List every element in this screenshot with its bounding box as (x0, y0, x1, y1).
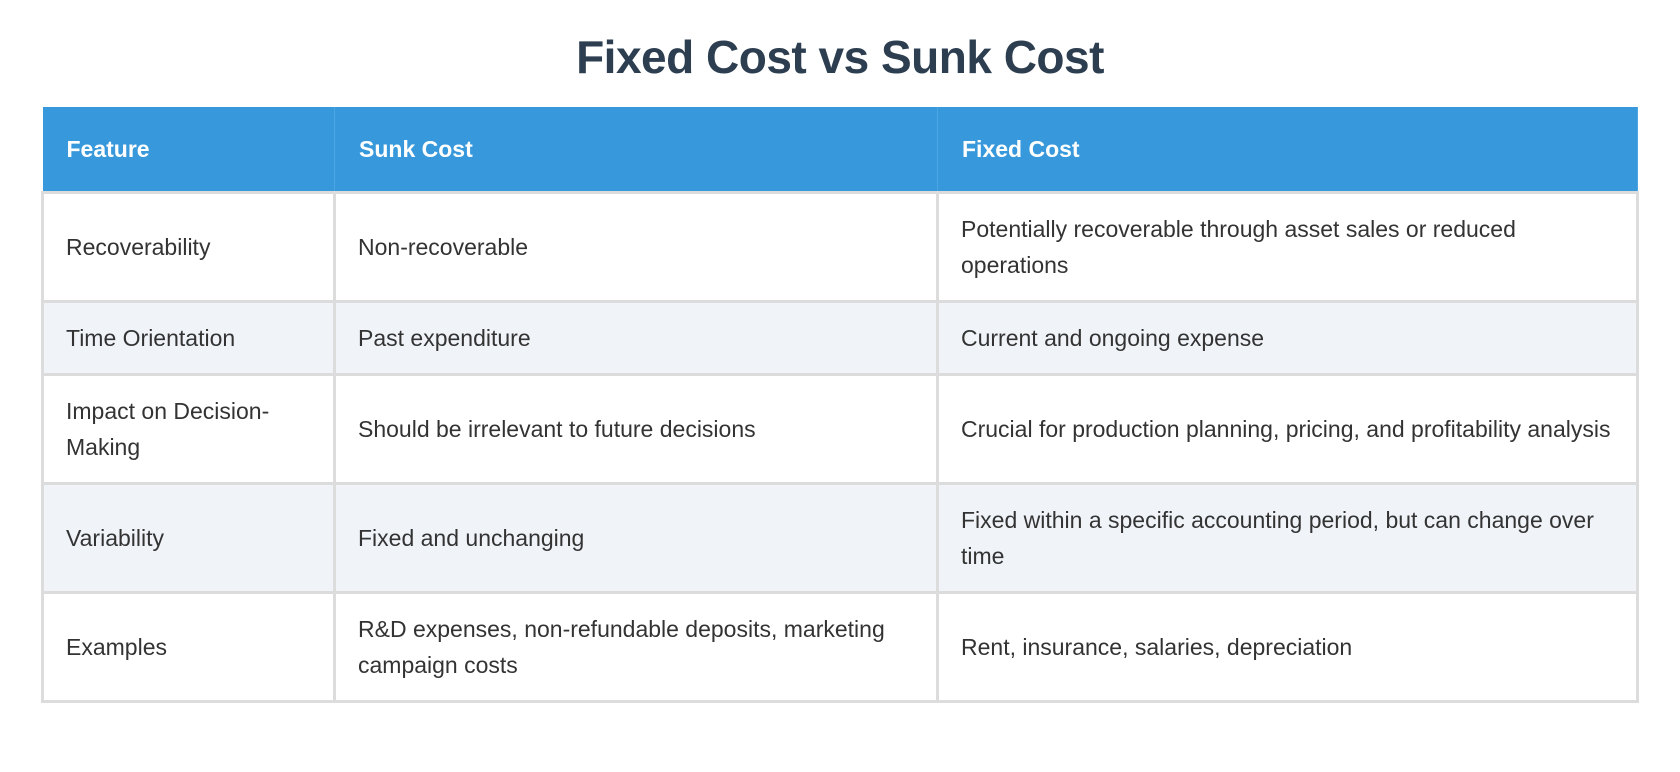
fixed-cost-cell: Potentially recoverable through asset sa… (936, 191, 1639, 303)
table-row: Time Orientation Past expenditure Curren… (41, 300, 1639, 376)
table-row: Recoverability Non-recoverable Potential… (41, 191, 1639, 303)
table-row: Examples R&D expenses, non-refundable de… (41, 591, 1639, 703)
sunk-cost-cell: Non-recoverable (333, 191, 939, 303)
fixed-cost-cell: Current and ongoing expense (936, 300, 1639, 376)
feature-cell: Variability (41, 482, 336, 594)
table-row: Impact on Decision-Making Should be irre… (41, 373, 1639, 485)
sunk-cost-cell: Past expenditure (333, 300, 939, 376)
feature-cell: Time Orientation (41, 300, 336, 376)
header-fixed-cost: Fixed Cost (937, 107, 1638, 193)
header-feature: Feature (42, 107, 335, 193)
table-header-row: Feature Sunk Cost Fixed Cost (42, 107, 1638, 193)
header-sunk-cost: Sunk Cost (334, 107, 938, 193)
fixed-cost-cell: Crucial for production planning, pricing… (936, 373, 1639, 485)
page-title: Fixed Cost vs Sunk Cost (576, 31, 1104, 83)
comparison-table: Feature Sunk Cost Fixed Cost Recoverabil… (41, 107, 1639, 703)
fixed-cost-cell: Rent, insurance, salaries, depreciation (936, 591, 1639, 703)
table-row: Variability Fixed and unchanging Fixed w… (41, 482, 1639, 594)
feature-cell: Examples (41, 591, 336, 703)
sunk-cost-cell: Fixed and unchanging (333, 482, 939, 594)
feature-cell: Impact on Decision-Making (41, 373, 336, 485)
sunk-cost-cell: Should be irrelevant to future decisions (333, 373, 939, 485)
fixed-cost-cell: Fixed within a specific accounting perio… (936, 482, 1639, 594)
feature-cell: Recoverability (41, 191, 336, 303)
sunk-cost-cell: R&D expenses, non-refundable deposits, m… (333, 591, 939, 703)
